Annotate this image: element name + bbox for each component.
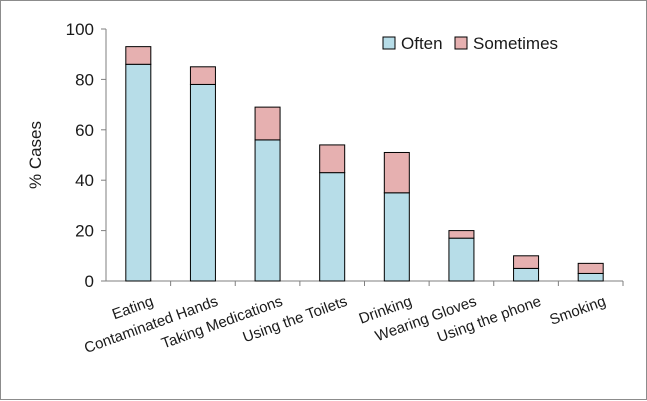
legend-label-sometimes: Sometimes [473, 34, 558, 53]
y-tick-label: 0 [85, 272, 94, 291]
bar-sometimes [448, 230, 475, 239]
legend-label-often: Often [401, 34, 443, 53]
bar-often [254, 139, 281, 282]
y-tick-label: 40 [75, 171, 94, 190]
y-axis-title: % Cases [26, 121, 45, 189]
bar-sometimes [383, 151, 410, 194]
bar-sometimes [319, 144, 346, 174]
bar-sometimes [189, 66, 216, 85]
bar-sometimes [513, 255, 540, 269]
bar-often [448, 237, 475, 282]
bar-often [513, 267, 540, 282]
y-tick-label: 100 [66, 20, 94, 39]
legend-swatch-often [382, 36, 396, 50]
y-tick-label: 20 [75, 222, 94, 241]
y-tick-label: 60 [75, 121, 94, 140]
bar-often [189, 83, 216, 282]
bar-often [383, 192, 410, 282]
bar-often [577, 272, 604, 282]
bar-often [125, 63, 152, 282]
bar-often [319, 172, 346, 282]
legend-swatch-sometimes [454, 36, 468, 50]
x-category-label: Smoking [547, 293, 608, 329]
y-tick-label: 80 [75, 70, 94, 89]
bar-sometimes [254, 106, 281, 141]
bar-sometimes [577, 262, 604, 274]
legend: Often Sometimes [382, 34, 558, 53]
axes [101, 28, 624, 286]
bars [125, 46, 604, 282]
bar-sometimes [125, 46, 152, 65]
